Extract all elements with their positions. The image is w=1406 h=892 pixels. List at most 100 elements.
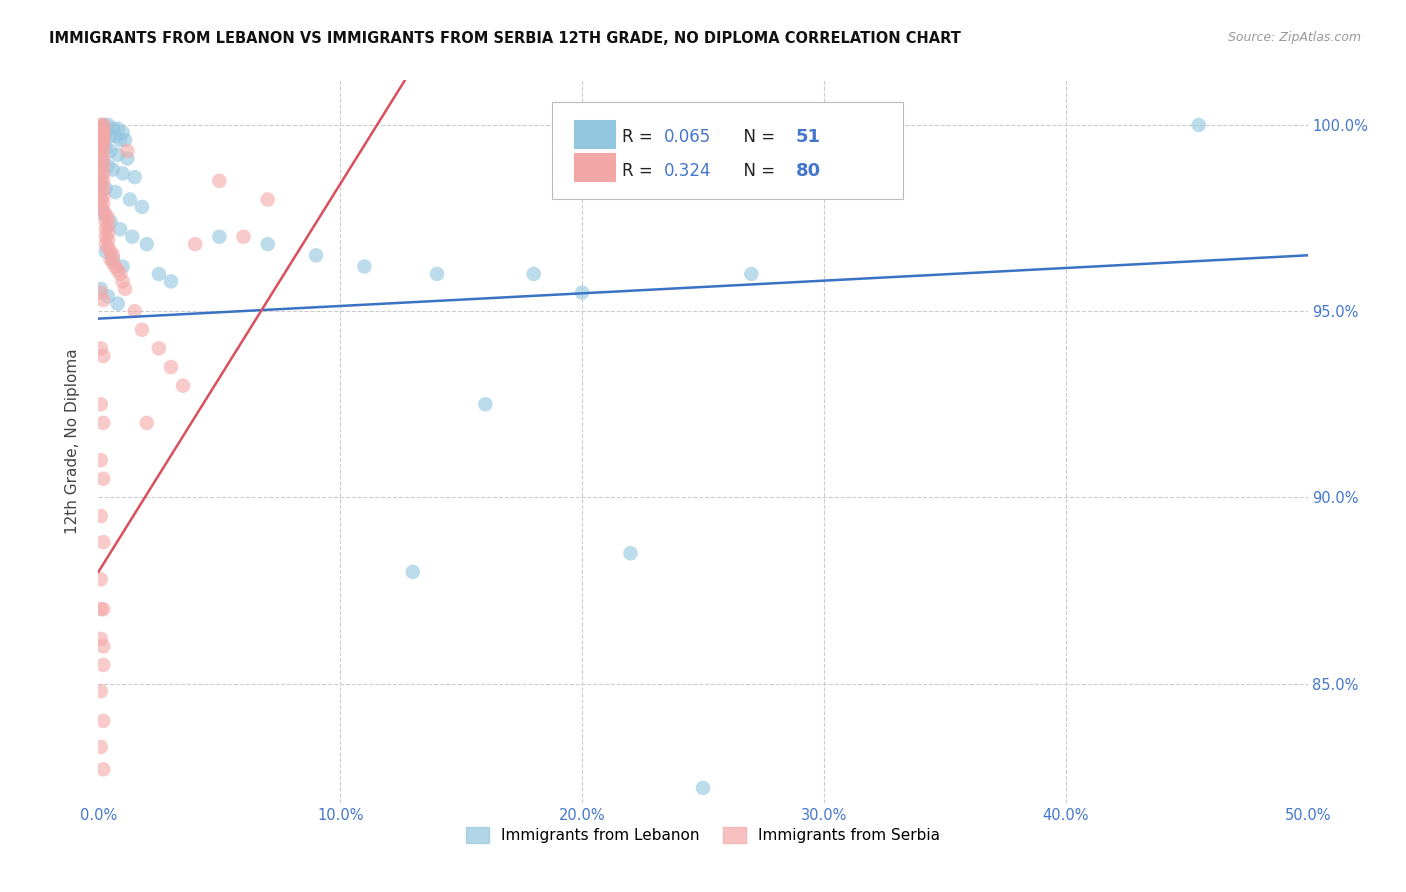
Point [160,359,183,374]
Point [90,632,112,646]
Point [1188,118,1211,132]
Point [90,684,112,698]
Point [101,162,124,177]
Point [90,397,112,411]
Point [208,174,231,188]
Point [91,133,114,147]
Point [91,658,114,673]
Point [108,133,131,147]
Point [107,263,129,277]
Text: R =: R = [621,162,658,180]
Point [111,125,134,139]
Point [100,215,122,229]
FancyBboxPatch shape [574,120,614,148]
Point [91,144,114,158]
Point [91,125,114,139]
Point [90,185,112,199]
Point [91,349,114,363]
Point [100,244,122,259]
Point [94,222,117,236]
Point [94,237,117,252]
Point [90,572,112,586]
Point [90,136,112,151]
Point [131,323,153,337]
Point [90,129,112,144]
Point [91,762,114,776]
Point [90,453,112,467]
Point [117,152,139,166]
Point [94,181,117,195]
Point [114,282,136,296]
Point [90,282,112,296]
Point [107,121,129,136]
Point [91,159,114,173]
Point [91,602,114,616]
FancyBboxPatch shape [574,153,614,181]
Point [94,140,117,154]
Text: 0.324: 0.324 [664,162,711,180]
Point [135,416,157,430]
Point [426,267,449,281]
Point [90,140,112,154]
Point [256,237,278,252]
Point [90,133,112,147]
Point [91,535,114,549]
Point [91,155,114,169]
Point [91,118,114,132]
Point [619,546,641,560]
Point [97,219,120,233]
Point [91,121,114,136]
Point [90,193,112,207]
Point [474,397,496,411]
Point [97,159,120,173]
Point [232,229,254,244]
Text: R =: R = [621,128,658,145]
Point [111,260,134,274]
Point [135,237,157,252]
Point [97,118,120,132]
Y-axis label: 12th Grade, No Diploma: 12th Grade, No Diploma [65,349,80,534]
Point [94,215,117,229]
Point [90,136,112,151]
Point [172,378,194,392]
Point [148,267,170,281]
Point [90,509,112,524]
Point [94,244,117,259]
Point [90,162,112,177]
Point [90,200,112,214]
Point [94,229,117,244]
Point [184,237,207,252]
Point [131,200,153,214]
Point [160,274,183,288]
Text: 51: 51 [796,128,821,145]
Point [111,274,134,288]
Point [523,267,546,281]
Point [97,234,120,248]
Point [91,196,114,211]
Point [692,780,714,795]
Point [90,148,112,162]
Point [101,256,124,270]
Point [121,229,143,244]
Point [90,121,112,136]
FancyBboxPatch shape [551,102,903,200]
Point [91,203,114,218]
Point [91,174,114,188]
Point [97,211,120,225]
Point [90,125,112,139]
Point [124,170,146,185]
Point [90,602,112,616]
Point [90,170,112,185]
Point [94,207,117,221]
Point [91,207,114,221]
Point [90,285,112,300]
Point [97,241,120,255]
Point [91,640,114,654]
Point [90,174,112,188]
Point [91,188,114,202]
Point [571,285,593,300]
Point [91,181,114,195]
Point [107,148,129,162]
Point [90,155,112,169]
Point [91,293,114,307]
